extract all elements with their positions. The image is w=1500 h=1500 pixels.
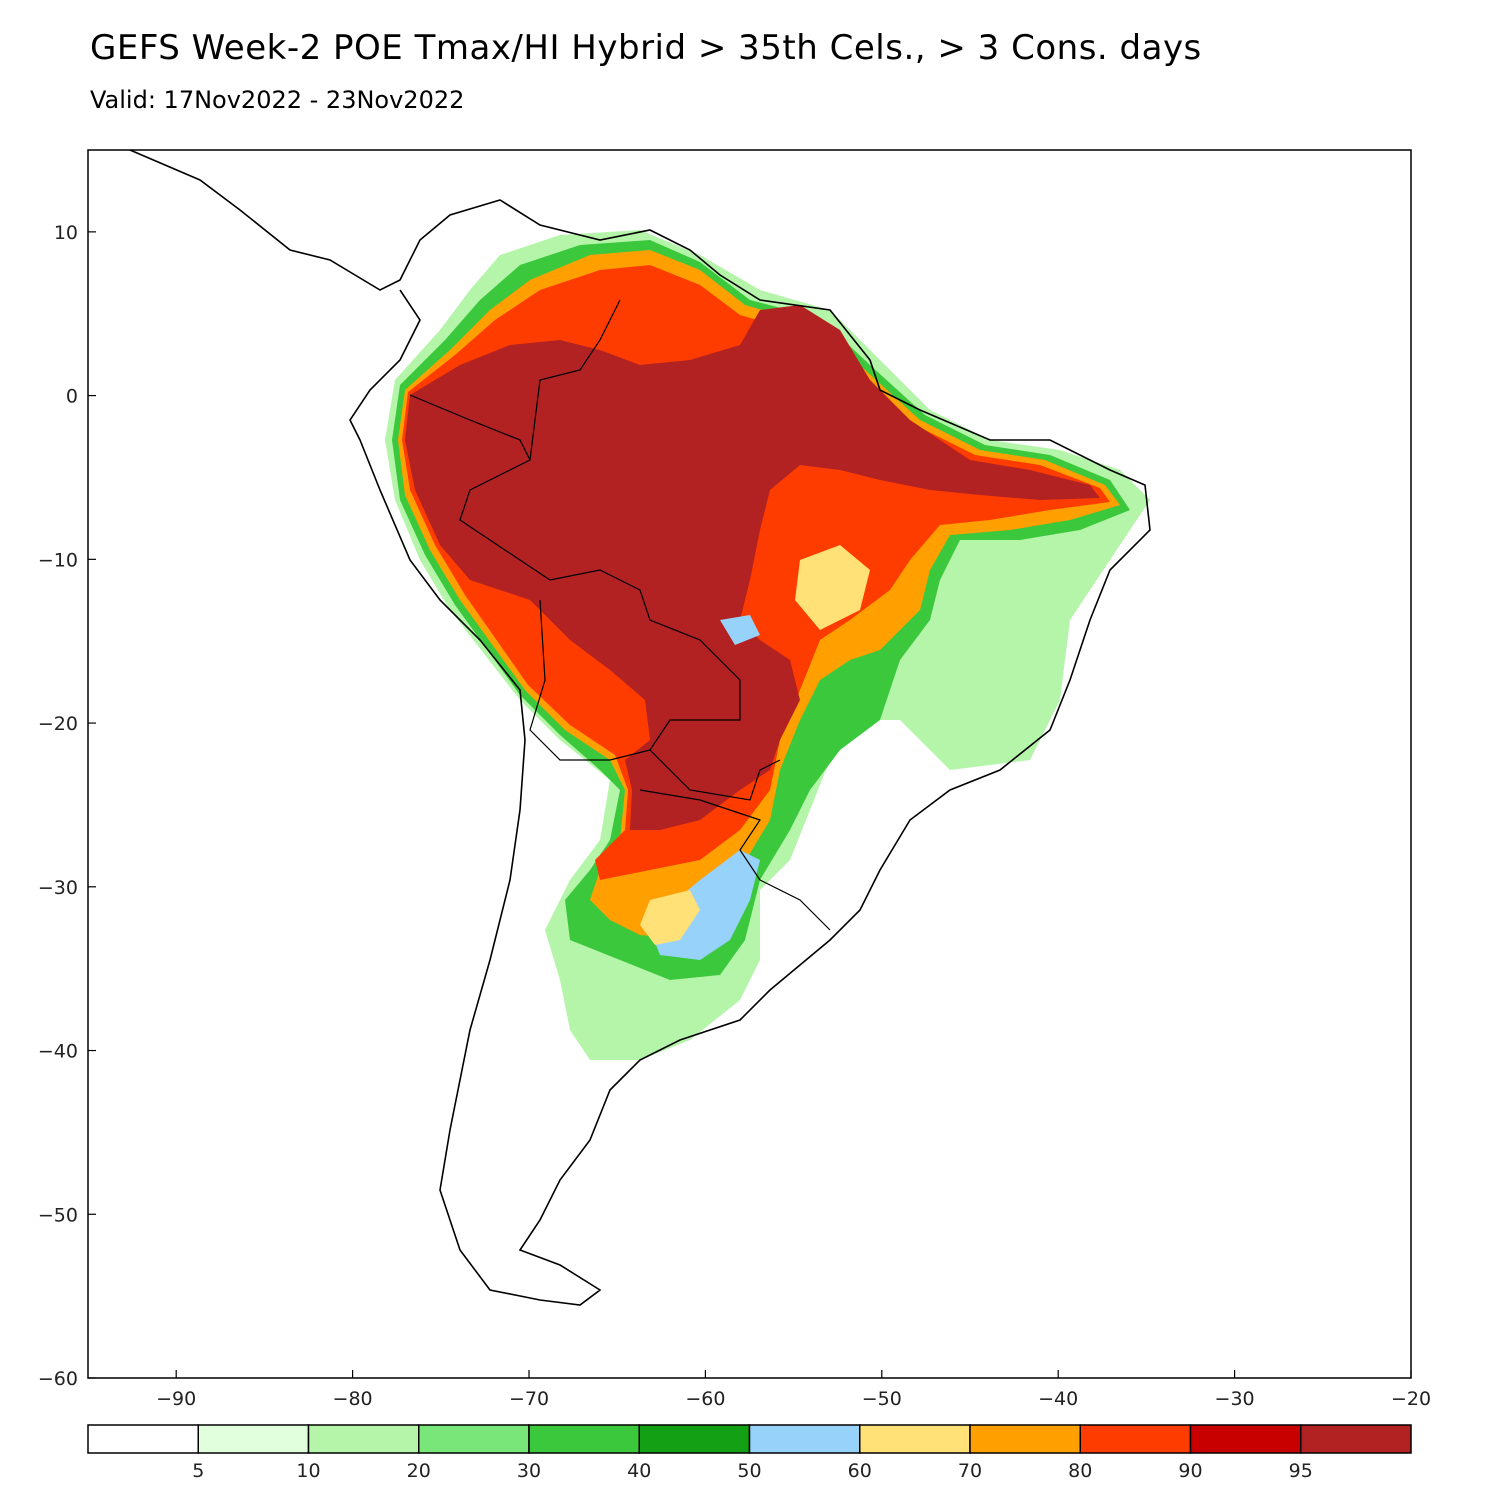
colorbar-label: 95	[1289, 1460, 1313, 1482]
colorbar: 5 10 20 30 40 50 60 70 80 90 95	[87, 1424, 1412, 1482]
colorbar-label: 30	[517, 1460, 541, 1482]
country-borders	[409, 299, 831, 931]
colorbar-swatch	[197, 1424, 310, 1454]
colorbar-label: 20	[407, 1460, 431, 1482]
y-tick-label: −50	[38, 1204, 78, 1226]
colorbar-label: 40	[627, 1460, 651, 1482]
x-tick-label: −40	[1038, 1388, 1078, 1410]
colorbar-swatch	[748, 1424, 861, 1454]
y-tick-label: 0	[66, 386, 78, 408]
colorbar-swatch	[87, 1424, 199, 1454]
colorbar-swatch	[528, 1424, 640, 1454]
coastline	[129, 149, 1151, 1306]
colorbar-swatch	[1189, 1424, 1302, 1454]
colorbar-swatch	[969, 1424, 1081, 1454]
x-tick-label: −80	[333, 1388, 373, 1410]
colorbar-label: 70	[958, 1460, 982, 1482]
colorbar-label: 90	[1178, 1460, 1202, 1482]
colorbar-label: 10	[296, 1460, 320, 1482]
y-tick-label: −30	[38, 877, 78, 899]
map-title: GEFS Week-2 POE Tmax/HI Hybrid > 35th Ce…	[90, 28, 1202, 68]
x-tick-label: −30	[1215, 1388, 1255, 1410]
colorbar-swatch	[638, 1424, 751, 1454]
shade-60-70	[640, 890, 700, 945]
x-axis: −90 −80 −70 −60 −50 −40 −30 −20	[156, 1370, 1431, 1410]
colorbar-swatch	[418, 1424, 530, 1454]
map-subtitle: Valid: 17Nov2022 - 23Nov2022	[90, 86, 465, 114]
colorbar-label: 60	[848, 1460, 872, 1482]
y-tick-label: −10	[38, 549, 78, 571]
y-tick-label: 10	[54, 222, 78, 244]
x-tick-label: −20	[1391, 1388, 1431, 1410]
plot-frame	[87, 149, 1412, 1379]
x-tick-label: −60	[685, 1388, 725, 1410]
colorbar-swatch	[307, 1424, 420, 1454]
y-tick-label: −40	[38, 1041, 78, 1063]
y-axis: 10 0 −10 −20 −30 −40 −50 −60	[38, 222, 96, 1390]
x-tick-label: −90	[156, 1388, 196, 1410]
colorbar-swatch	[1079, 1424, 1192, 1454]
y-tick-label: −20	[38, 713, 78, 735]
probability-shading	[385, 230, 1150, 1060]
x-tick-label: −50	[862, 1388, 902, 1410]
x-tick-label: −70	[509, 1388, 549, 1410]
colorbar-label: 80	[1068, 1460, 1092, 1482]
shade-50-60-north	[720, 615, 760, 645]
shade-60-70-north	[795, 545, 870, 630]
colorbar-swatch	[1300, 1424, 1412, 1454]
colorbar-swatch	[859, 1424, 971, 1454]
shade-95-plus	[405, 305, 1100, 830]
y-tick-label: −60	[38, 1368, 78, 1390]
colorbar-label: 5	[192, 1460, 204, 1482]
colorbar-label: 50	[737, 1460, 761, 1482]
